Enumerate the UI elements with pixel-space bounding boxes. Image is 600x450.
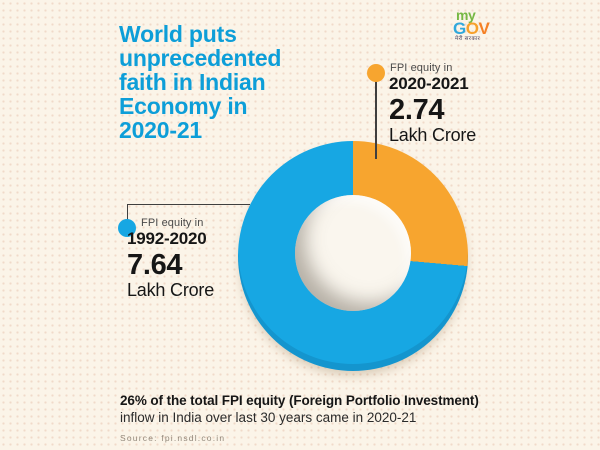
callout-connector-2020-2021 bbox=[375, 81, 377, 159]
callout-label-1992-2020: FPI equity in bbox=[141, 217, 204, 229]
mygov-logo-letter-v: V bbox=[478, 19, 490, 38]
source-line: Source: fpi.nsdl.co.in bbox=[120, 433, 226, 443]
footer-annotation: 26% of the total FPI equity (Foreign Por… bbox=[120, 392, 550, 443]
callout-period-2020-2021: 2020-2021 bbox=[389, 74, 469, 93]
callout-marker-icon-2020-2021 bbox=[367, 64, 385, 82]
donut-chart-hole bbox=[295, 195, 411, 311]
mygov-logo-my: my bbox=[456, 7, 476, 23]
mygov-logo-tagline: मेरी सरकार bbox=[455, 36, 481, 42]
callout-unit-1992-2020: Lakh Crore bbox=[127, 280, 215, 300]
poster-title: World puts unprecedented faith in Indian… bbox=[119, 21, 282, 143]
mygov-logo-letter-g: G bbox=[453, 19, 466, 38]
callout-connector-1992-2020 bbox=[127, 204, 250, 221]
callout-value-2020-2021: 2.74 bbox=[389, 94, 445, 126]
callout-value-1992-2020: 7.64 bbox=[127, 249, 183, 281]
callout-label-2020-2021: FPI equity in bbox=[390, 62, 453, 74]
mygov-logo-gov: GOV bbox=[453, 19, 505, 38]
callout-unit-2020-2021: Lakh Crore bbox=[389, 125, 477, 145]
callout-marker-icon-1992-2020 bbox=[118, 219, 136, 237]
annotation-regular-line: inflow in India over last 30 years came … bbox=[120, 410, 417, 425]
mygov-logo-letter-o: O bbox=[465, 19, 479, 38]
callout-2020-2021: 2020-2021 2.74 Lakh Crore bbox=[389, 74, 476, 145]
donut-chart bbox=[238, 141, 468, 371]
mygov-logo: my GOV मेरी सरकार bbox=[453, 7, 505, 43]
callout-1992-2020: 1992-2020 7.64 Lakh Crore bbox=[127, 229, 214, 300]
annotation-bold-line: 26% of the total FPI equity (Foreign Por… bbox=[120, 393, 479, 408]
callout-period-1992-2020: 1992-2020 bbox=[127, 229, 207, 248]
